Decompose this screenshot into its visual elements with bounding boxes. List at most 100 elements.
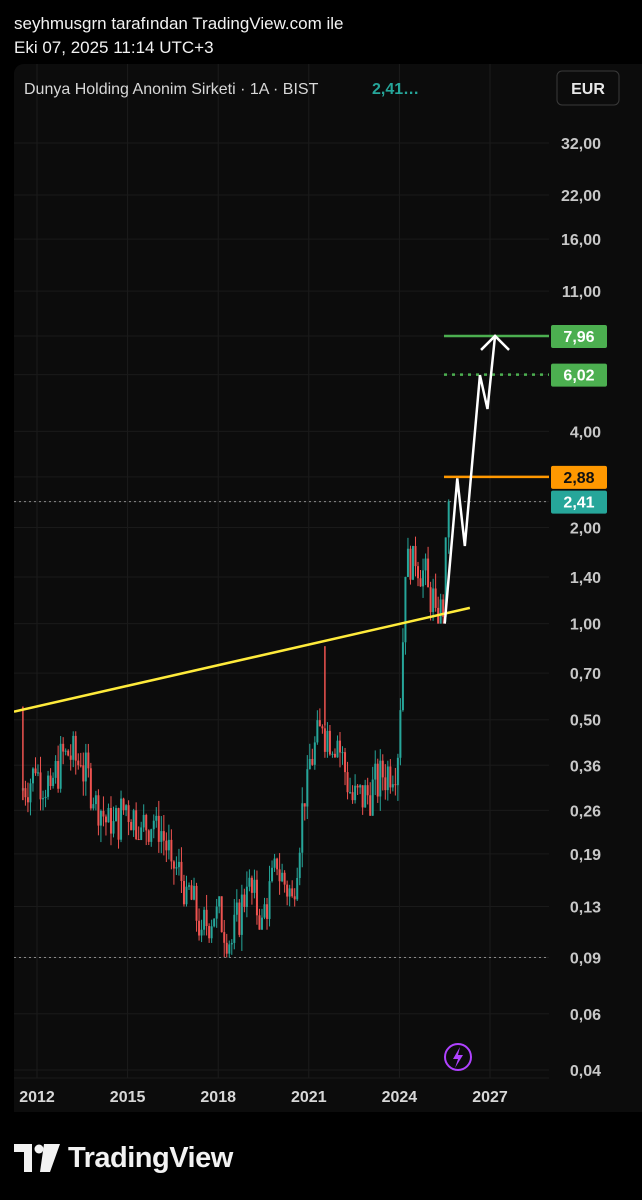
candle-body xyxy=(82,765,85,782)
candle-body xyxy=(233,914,236,943)
candle-body xyxy=(42,798,45,800)
currency-badge xyxy=(556,70,620,106)
candle-body xyxy=(170,839,173,862)
price-tick-label: 2,00 xyxy=(570,520,601,537)
candle-body xyxy=(276,858,279,870)
attribution-timestamp: Eki 07, 2025 11:14 UTC+3 xyxy=(14,38,214,57)
candle-body xyxy=(442,599,445,617)
candle-body xyxy=(127,805,130,822)
candle-body xyxy=(109,807,112,834)
price-tag-label: 7,96 xyxy=(563,329,594,346)
candle-body xyxy=(296,878,299,900)
candle-body xyxy=(87,752,90,769)
candle-body xyxy=(238,902,241,935)
candle-body xyxy=(298,852,301,879)
price-chart[interactable]: Dunya Holding Anonim Sirketi · 1A · BIST… xyxy=(14,64,642,1112)
candle-body xyxy=(67,750,70,756)
candle-body xyxy=(198,920,201,936)
candle-body xyxy=(369,795,372,816)
chart-panel[interactable]: Dunya Holding Anonim Sirketi · 1A · BIST… xyxy=(14,64,642,1112)
candle-body xyxy=(283,872,286,885)
candle-body xyxy=(180,861,183,881)
candle-body xyxy=(253,879,256,893)
candle-body xyxy=(306,769,309,807)
candle-body xyxy=(273,858,276,868)
candle-body xyxy=(54,761,57,778)
projection-path xyxy=(443,335,497,624)
candle-body xyxy=(301,803,304,853)
time-tick-label: 2018 xyxy=(200,1089,236,1106)
candle-body xyxy=(115,808,118,822)
candle-body xyxy=(271,867,274,882)
candle-body xyxy=(326,730,329,752)
tradingview-wordmark: TradingView xyxy=(68,1141,233,1174)
candle-body xyxy=(188,885,190,887)
candle-body xyxy=(346,772,349,793)
candle-body xyxy=(333,753,336,758)
candle-body xyxy=(336,740,339,758)
candle-body xyxy=(195,885,198,921)
candle-body xyxy=(399,710,402,758)
candle-body xyxy=(112,821,115,834)
candle-body xyxy=(218,896,221,907)
candle-body xyxy=(316,720,319,743)
price-tag-label: 6,02 xyxy=(563,368,594,385)
candle-body xyxy=(162,831,165,841)
candle-body xyxy=(313,742,316,765)
candle-body xyxy=(175,867,178,869)
candle-body xyxy=(281,872,284,882)
price-tag-label: 2,41 xyxy=(563,495,594,512)
candle-body xyxy=(150,829,153,842)
candle-body xyxy=(389,766,392,788)
candle-body xyxy=(255,879,258,916)
candle-body xyxy=(213,918,216,927)
candle-body xyxy=(89,768,92,809)
price-tag-target-dotted xyxy=(551,363,607,387)
projection-arrowhead xyxy=(480,334,510,351)
candle-body xyxy=(157,815,160,842)
candle-body xyxy=(72,735,75,760)
candle-body xyxy=(318,720,321,727)
price-tick-label: 0,50 xyxy=(570,713,601,730)
candle-body xyxy=(165,840,168,851)
candle-body xyxy=(258,915,261,930)
candle-body xyxy=(210,926,213,939)
candle-body xyxy=(414,546,417,567)
candle-body xyxy=(364,785,367,808)
candle-body xyxy=(225,942,228,954)
candle-body xyxy=(240,894,243,935)
candle-body xyxy=(424,558,427,571)
price-tick-label: 1,40 xyxy=(570,570,601,587)
candle-body xyxy=(268,881,271,919)
candle-body xyxy=(381,760,384,778)
candle-body xyxy=(190,885,193,900)
candle-body xyxy=(374,763,377,780)
price-tick-label: 0,13 xyxy=(570,900,601,917)
candle-body xyxy=(361,785,364,808)
price-tick-label: 11,00 xyxy=(562,284,601,301)
price-tick-label: 0,04 xyxy=(570,1063,601,1080)
candle-body xyxy=(432,588,435,613)
candle-body xyxy=(172,861,175,869)
price-tick-label: 0,26 xyxy=(570,803,601,820)
price-tick-label: 0,19 xyxy=(570,847,601,864)
candle-body xyxy=(104,816,107,823)
currency-label: EUR xyxy=(571,81,605,98)
candle-body xyxy=(391,784,394,788)
candle-body xyxy=(321,726,324,729)
candle-body xyxy=(439,599,442,624)
candle-body xyxy=(417,566,420,579)
candle-body xyxy=(406,548,409,577)
candle-body xyxy=(39,772,42,800)
candle-body xyxy=(24,788,27,798)
candle-body xyxy=(205,909,208,927)
candle-body xyxy=(356,785,359,788)
attribution-author: seyhmusgrn tarafından TradingView.com il… xyxy=(14,14,344,33)
candle-body xyxy=(167,839,170,851)
candle-body xyxy=(344,752,347,773)
candle-body xyxy=(57,761,60,789)
candle-body xyxy=(155,815,158,821)
candle-body xyxy=(419,578,422,587)
candle-body xyxy=(235,902,238,915)
candle-body xyxy=(193,885,196,900)
